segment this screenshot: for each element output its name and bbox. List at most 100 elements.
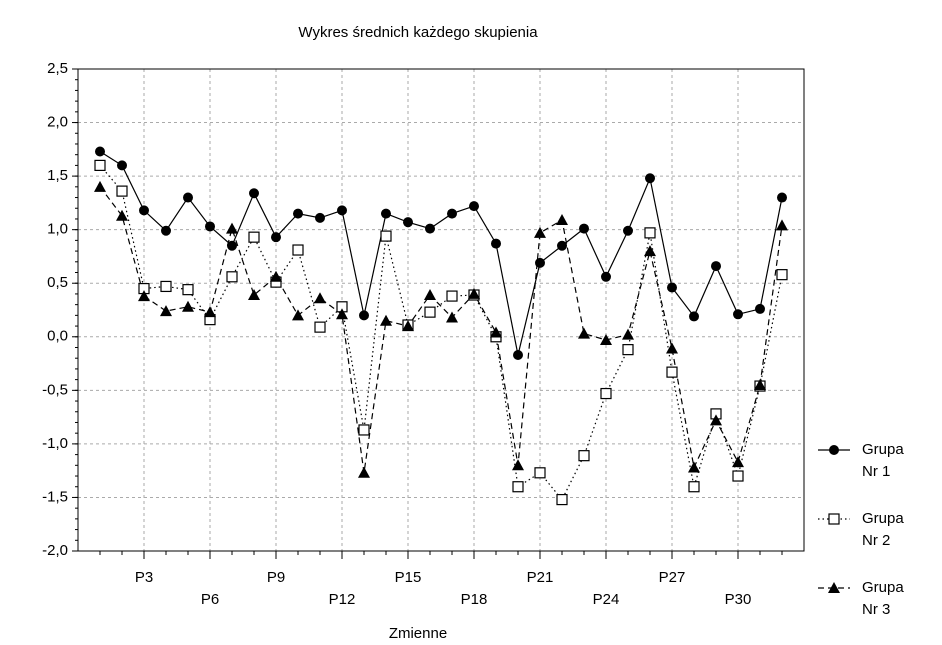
x-tick-label: P9 (267, 569, 285, 586)
x-tick-label: P30 (725, 591, 752, 608)
point (403, 217, 413, 228)
point (622, 328, 634, 340)
point (204, 306, 216, 318)
y-tick-label: 1,5 (47, 167, 68, 184)
point (512, 459, 524, 471)
point (380, 230, 392, 242)
point (293, 208, 303, 219)
point (776, 219, 788, 231)
point (777, 192, 787, 203)
point (205, 221, 215, 232)
point (380, 314, 392, 326)
point (116, 185, 128, 197)
point (666, 366, 678, 378)
point (578, 327, 590, 339)
point (578, 450, 590, 462)
y-tick-label: -1,0 (42, 435, 68, 452)
x-tick-label: P24 (593, 591, 620, 608)
point (513, 349, 523, 360)
y-tick-label: 2,5 (47, 60, 68, 77)
series-line (99, 186, 783, 473)
point (94, 159, 106, 171)
point (446, 311, 458, 323)
point (358, 466, 370, 478)
point (622, 344, 634, 356)
point (182, 300, 194, 312)
point (116, 209, 128, 221)
point (249, 188, 259, 199)
point (644, 227, 656, 239)
point (314, 321, 326, 333)
legend-label: Grupa Nr 3 (862, 579, 904, 618)
point (512, 481, 524, 493)
point (469, 201, 479, 212)
y-tick-label: 1,0 (47, 221, 68, 238)
point (314, 292, 326, 304)
x-axis-label: Zmienne (389, 625, 447, 642)
point (161, 225, 171, 236)
point (446, 290, 458, 302)
point (95, 146, 105, 157)
point (227, 240, 237, 251)
point (600, 387, 612, 400)
point (271, 232, 281, 243)
point (270, 270, 282, 282)
point (248, 289, 260, 301)
point (828, 582, 840, 593)
y-tick-label: 0,0 (47, 328, 68, 345)
point (535, 257, 545, 268)
y-tick-label: 0,5 (47, 274, 68, 291)
point (732, 470, 744, 482)
point (733, 309, 743, 320)
x-tick-label: P27 (659, 569, 686, 586)
point (138, 290, 150, 302)
x-tick-label: P12 (329, 591, 356, 608)
point (226, 222, 238, 234)
legend-label: Grupa Nr 2 (862, 510, 904, 549)
x-tick-label: P21 (527, 569, 554, 586)
point (424, 289, 436, 301)
y-tick-label: 2,0 (47, 114, 68, 131)
point (468, 287, 480, 299)
point (534, 467, 546, 479)
point (490, 326, 502, 338)
point (579, 223, 589, 234)
point (688, 481, 700, 493)
x-tick-label: P15 (395, 569, 422, 586)
point (292, 309, 304, 321)
plot-frame (77, 68, 805, 552)
point (402, 320, 414, 332)
point (491, 238, 501, 249)
chart-title: Wykres średnich każdego skupienia (298, 24, 538, 41)
point (556, 214, 568, 226)
point (829, 445, 839, 455)
point (667, 282, 677, 293)
x-tick-label: P6 (201, 591, 219, 608)
point (828, 513, 840, 525)
point (755, 303, 765, 314)
point (557, 240, 567, 251)
point (601, 271, 611, 282)
x-tick-label: P18 (461, 591, 488, 608)
point (358, 424, 370, 436)
point (337, 205, 347, 216)
point (754, 378, 766, 390)
point (182, 284, 194, 296)
point (534, 226, 546, 238)
point (644, 245, 656, 257)
point (556, 493, 568, 506)
point (710, 414, 722, 426)
y-tick-label: -2,0 (42, 542, 68, 559)
point (425, 223, 435, 234)
point (424, 306, 436, 318)
x-tick-label: P3 (135, 569, 153, 586)
point (226, 271, 238, 283)
point (94, 180, 106, 192)
legend-label: Grupa Nr 1 (862, 441, 904, 480)
point (248, 231, 260, 243)
point (160, 305, 172, 317)
point (689, 311, 699, 322)
point (645, 173, 655, 184)
